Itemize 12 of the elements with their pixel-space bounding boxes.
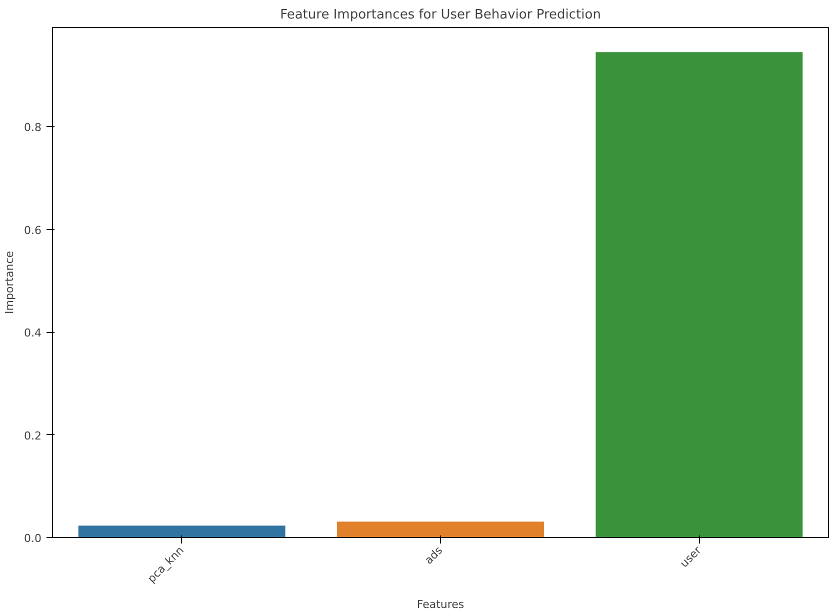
bar <box>596 52 803 538</box>
x-tick-label: ads <box>422 544 446 567</box>
x-axis-title: Features <box>416 598 464 611</box>
y-tick-label: 0.6 <box>24 224 42 237</box>
bar <box>337 522 544 538</box>
y-axis-title: Importance <box>3 250 16 314</box>
chart-title: Feature Importances for User Behavior Prediction <box>280 8 601 22</box>
bar <box>78 526 286 538</box>
y-tick-label: 0.8 <box>24 121 42 134</box>
y-tick-label: 0.0 <box>24 532 42 545</box>
y-tick-label: 0.2 <box>24 429 42 442</box>
y-tick-label: 0.4 <box>24 326 42 340</box>
